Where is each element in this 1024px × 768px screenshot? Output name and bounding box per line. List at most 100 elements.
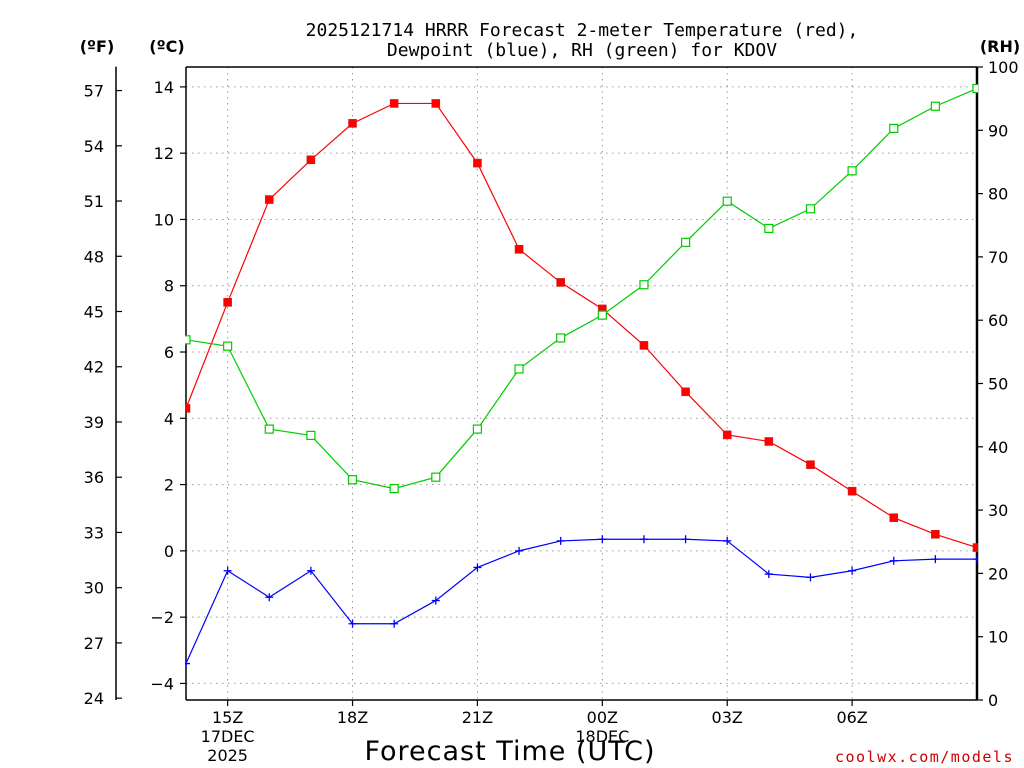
- relative-humidity-point: [847, 166, 857, 176]
- fahrenheit-tick-label: 51: [84, 192, 104, 211]
- dewpoint-point: [265, 593, 274, 602]
- rh-tick-label: 10: [988, 628, 1008, 647]
- relative-humidity-point: [347, 475, 358, 485]
- dewpoint-point: [556, 536, 565, 545]
- relative-humidity-point: [223, 341, 233, 351]
- x-tick-label: 21Z: [462, 708, 493, 727]
- dewpoint-point: [973, 555, 978, 564]
- temperature-line: [185, 102, 978, 549]
- x-tick-label: 03Z: [712, 708, 743, 727]
- celsius-tick-label: 10: [154, 210, 174, 229]
- watermark: coolwx.com/models: [835, 748, 1014, 766]
- temperature-point: [889, 513, 899, 523]
- dewpoint-point: [473, 563, 482, 572]
- fahrenheit-tick-label: 24: [84, 689, 104, 708]
- dewpoint-point: [390, 619, 399, 628]
- rh-tick-label: 0: [988, 691, 998, 710]
- relative-humidity-line: [185, 87, 978, 490]
- dewpoint-point: [639, 535, 648, 544]
- celsius-tick-label: −2: [150, 608, 174, 627]
- relative-humidity-point: [930, 101, 940, 111]
- relative-humidity-point: [805, 204, 816, 214]
- temperature-point: [514, 244, 524, 254]
- dewpoint-point: [431, 596, 440, 605]
- temperature-point: [389, 99, 399, 108]
- x-tick-label: 15Z: [212, 708, 243, 727]
- relative-humidity-point: [597, 310, 607, 320]
- temperature-point: [681, 387, 690, 397]
- temperature-point: [931, 529, 940, 539]
- temperature-point: [847, 486, 857, 496]
- celsius-tick-label: 0: [164, 542, 174, 561]
- fahrenheit-tick-label: 45: [84, 303, 104, 322]
- dewpoint-point: [848, 566, 857, 575]
- dewpoint-point: [681, 535, 690, 544]
- fahrenheit-tick-label: 42: [84, 358, 104, 377]
- rh-tick-label: 30: [988, 501, 1008, 520]
- x-tick-label: 06Z: [836, 708, 867, 727]
- relative-humidity-point: [722, 196, 732, 206]
- rh-tick-label: 100: [988, 58, 1019, 77]
- dewpoint-point: [723, 536, 732, 545]
- temperature-point: [806, 460, 815, 469]
- relative-humidity-point: [306, 430, 316, 441]
- dewpoint-point: [889, 556, 898, 565]
- rh-tick-label: 90: [988, 121, 1008, 140]
- temperature-point: [264, 195, 274, 204]
- x-tick-sublabel: 17DEC: [201, 727, 255, 746]
- relative-humidity-point: [972, 83, 978, 94]
- celsius-tick-label: 12: [154, 144, 174, 163]
- dewpoint-point: [806, 573, 815, 582]
- x-tick-label: 00Z: [587, 708, 618, 727]
- temperature-point: [473, 158, 482, 168]
- rh-unit-label: (RH): [980, 37, 1020, 56]
- relative-humidity-point: [472, 424, 483, 434]
- fahrenheit-unit-label: (ºF): [80, 37, 115, 56]
- temperature-point: [431, 99, 441, 108]
- fahrenheit-tick-label: 54: [84, 137, 104, 156]
- dewpoint-line: [185, 538, 977, 664]
- rh-tick-label: 20: [988, 564, 1008, 583]
- fahrenheit-tick-label: 39: [84, 413, 104, 432]
- temperature-point: [185, 404, 191, 413]
- celsius-tick-label: 2: [164, 476, 174, 495]
- relative-humidity-point: [185, 335, 191, 345]
- temperature-point: [972, 543, 978, 552]
- dewpoint-point: [515, 546, 524, 555]
- temperature-point: [764, 437, 774, 446]
- data-series: [185, 83, 978, 668]
- x-tick-sublabel: 18DEC: [575, 727, 629, 746]
- temperature-point: [223, 298, 232, 307]
- temperature-point: [639, 341, 649, 350]
- x-tick-year-label: 2025: [207, 746, 248, 765]
- dewpoint-point: [598, 535, 607, 544]
- dewpoint-point: [931, 555, 940, 564]
- chart-title-line2: Dewpoint (blue), RH (green) for KDOV: [387, 40, 777, 61]
- rh-tick-label: 80: [988, 185, 1008, 204]
- relative-humidity-point: [889, 123, 899, 134]
- fahrenheit-tick-label: 48: [84, 247, 104, 266]
- rh-tick-label: 50: [988, 375, 1008, 394]
- fahrenheit-tick-label: 57: [84, 82, 104, 101]
- dewpoint-point: [223, 566, 232, 575]
- relative-humidity-point: [764, 223, 774, 234]
- temperature-point: [306, 155, 316, 165]
- fahrenheit-tick-label: 27: [84, 634, 104, 653]
- series-clip-group: [185, 83, 978, 668]
- fahrenheit-tick-label: 30: [84, 579, 104, 598]
- celsius-tick-label: 4: [164, 409, 174, 428]
- dewpoint-point: [185, 659, 190, 668]
- relative-humidity-point: [264, 424, 274, 434]
- temperature-point: [556, 278, 565, 287]
- fahrenheit-tick-label: 33: [84, 523, 104, 542]
- x-tick-label: 18Z: [337, 708, 368, 727]
- relative-humidity-point: [431, 472, 441, 482]
- celsius-tick-label: 8: [164, 277, 174, 296]
- celsius-unit-label: (ºC): [149, 37, 184, 56]
- rh-tick-label: 70: [988, 248, 1008, 267]
- temperature-point: [722, 430, 732, 440]
- relative-humidity-point: [680, 237, 691, 247]
- dewpoint-point: [348, 619, 357, 628]
